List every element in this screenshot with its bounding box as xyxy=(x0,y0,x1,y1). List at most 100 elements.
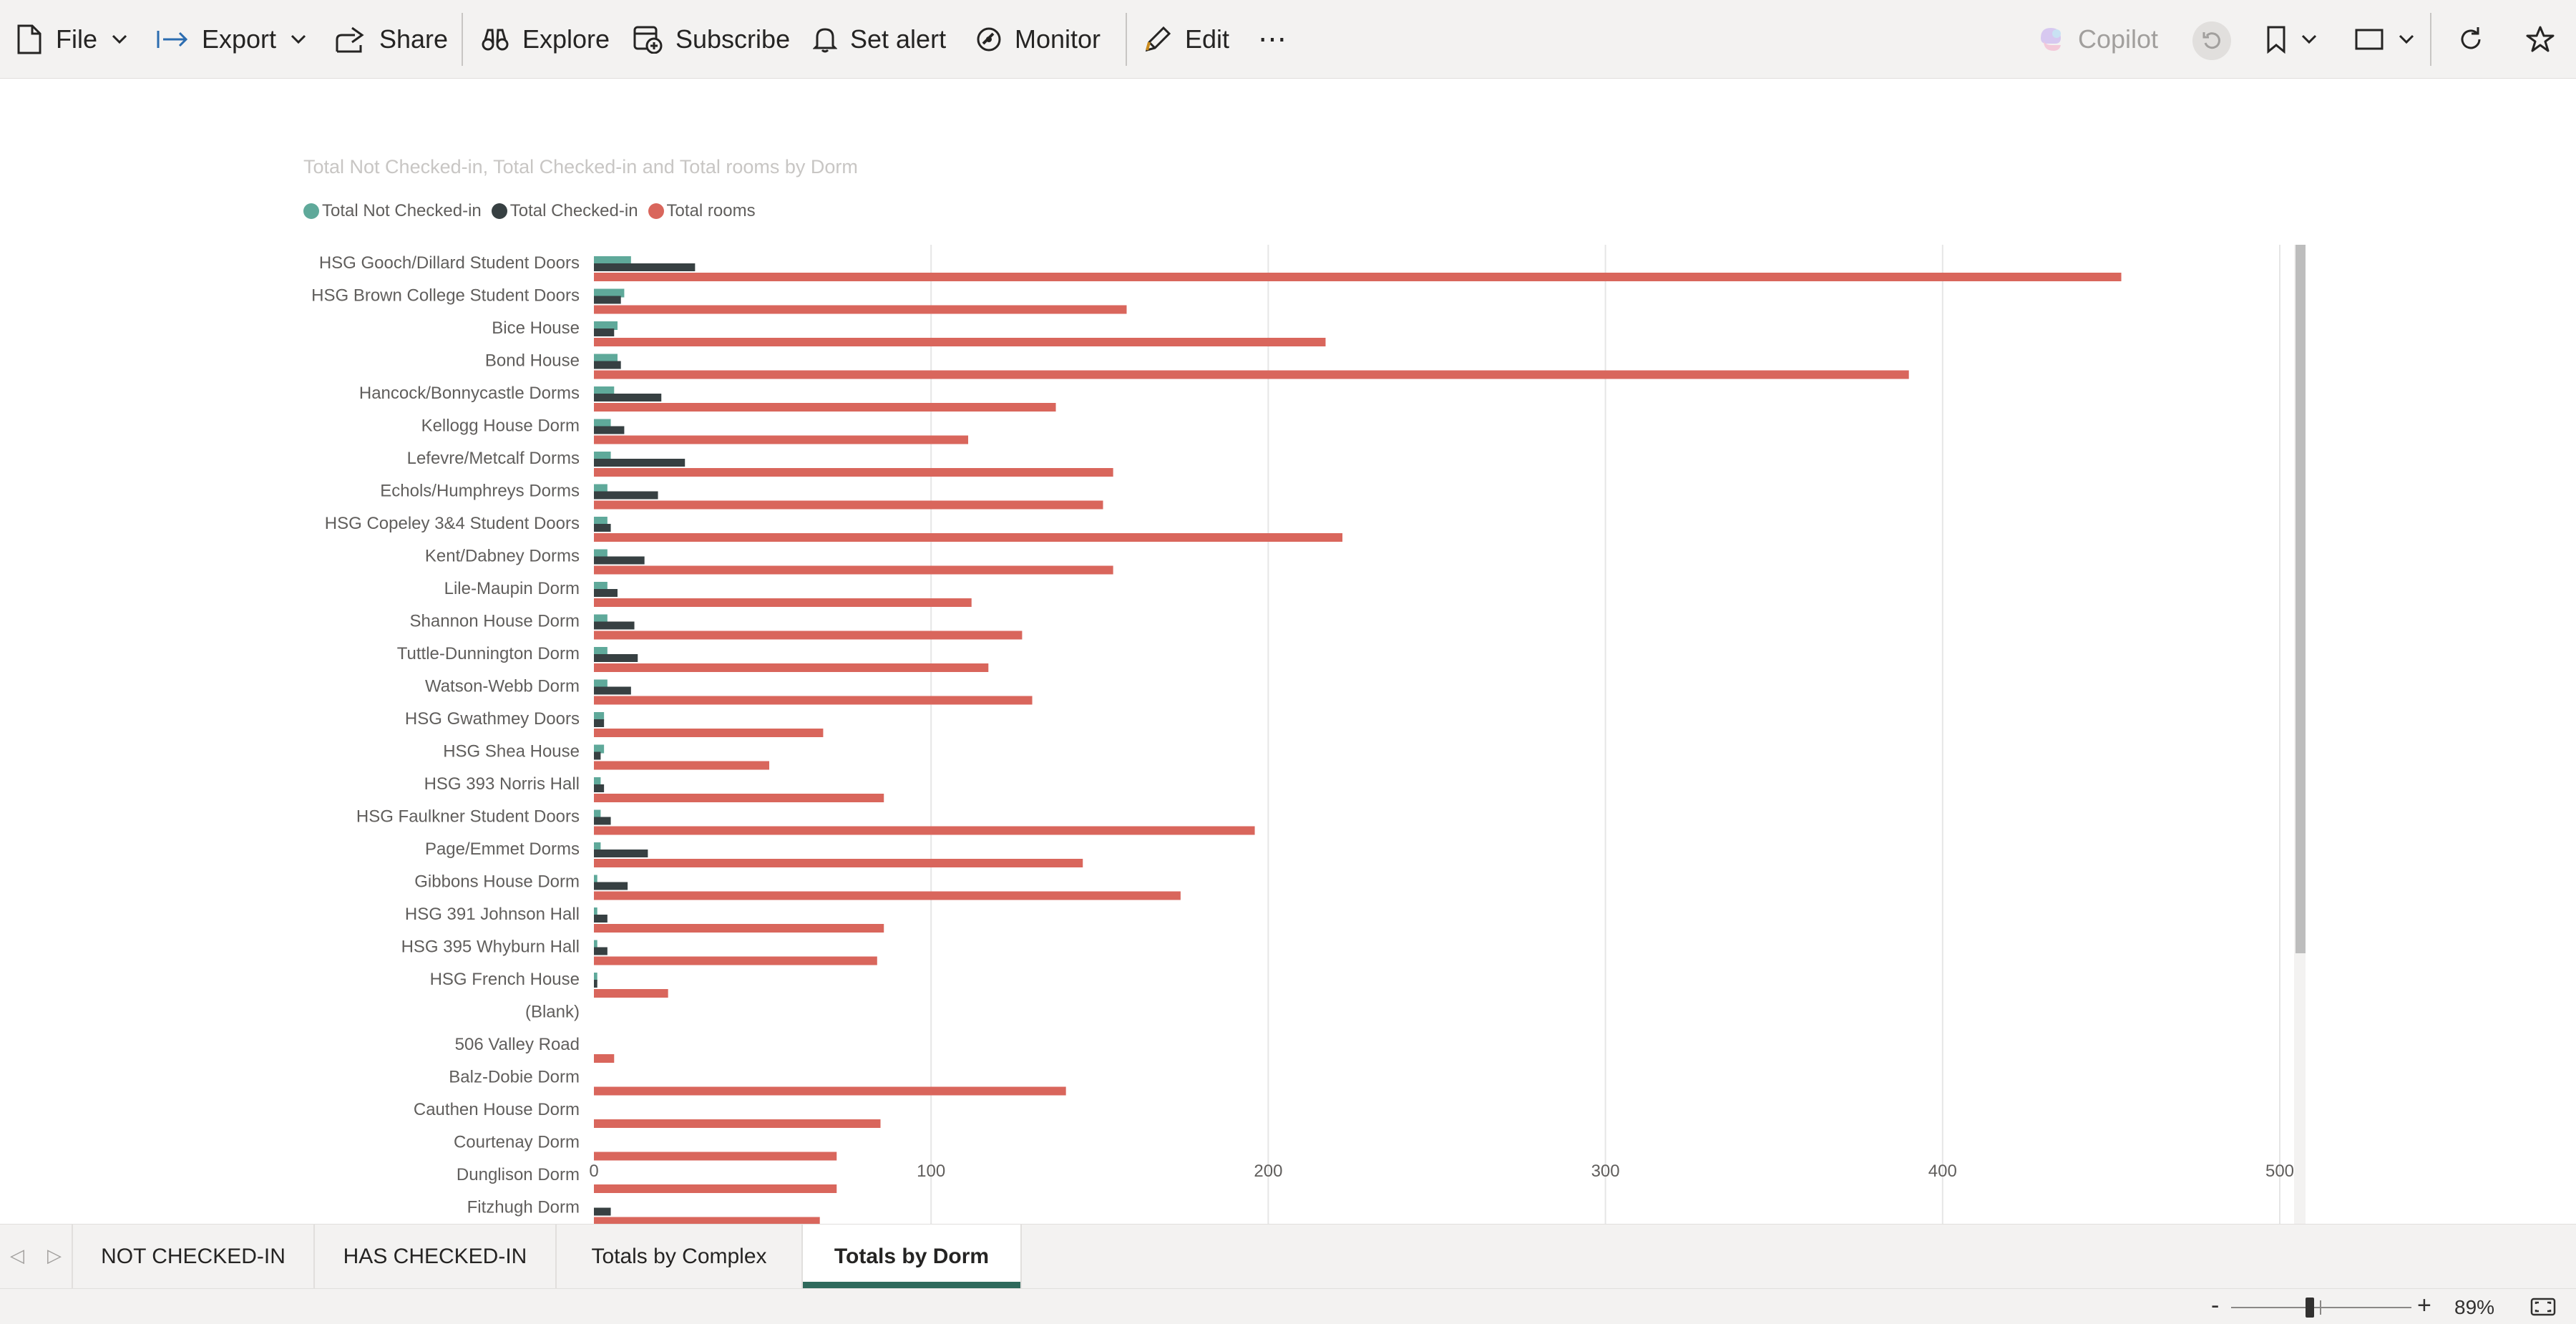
zoom-slider-thumb[interactable] xyxy=(2306,1298,2314,1318)
tab-has-checked-in[interactable]: HAS CHECKED-IN xyxy=(313,1225,555,1289)
bar-total-rooms[interactable] xyxy=(594,273,2122,281)
explore-button[interactable]: Explore xyxy=(481,0,610,79)
subscribe-button[interactable]: Subscribe xyxy=(633,0,790,79)
tab-not-checked-in[interactable]: NOT CHECKED-IN xyxy=(72,1225,313,1289)
bookmark-menu[interactable] xyxy=(2265,0,2317,79)
bar-checked-in[interactable] xyxy=(594,751,601,760)
export-menu[interactable]: Export xyxy=(156,0,306,79)
bar-total-rooms[interactable] xyxy=(594,370,1909,379)
bar-total-rooms[interactable] xyxy=(594,891,1181,900)
bar-checked-in[interactable] xyxy=(594,328,615,336)
bar-not-checked-in[interactable] xyxy=(594,288,625,298)
bar-checked-in[interactable] xyxy=(594,426,625,434)
bar-checked-in[interactable] xyxy=(594,524,611,532)
bar-total-rooms[interactable] xyxy=(594,500,1103,510)
bar-not-checked-in[interactable] xyxy=(594,842,601,851)
bar-not-checked-in[interactable] xyxy=(594,354,618,363)
bar-not-checked-in[interactable] xyxy=(594,582,608,590)
bar-checked-in[interactable] xyxy=(594,394,662,401)
bar-checked-in[interactable] xyxy=(594,947,608,955)
legend-item-checked-in[interactable]: Total Checked-in xyxy=(491,201,638,221)
fit-to-page-icon[interactable] xyxy=(2530,1298,2556,1316)
bar-total-rooms[interactable] xyxy=(594,468,1113,477)
bar-not-checked-in[interactable] xyxy=(594,419,611,428)
bar-checked-in[interactable] xyxy=(594,980,597,988)
bar-checked-in[interactable] xyxy=(594,817,611,825)
tab-totals-by-complex[interactable]: Totals by Complex xyxy=(555,1225,801,1289)
bar-total-rooms[interactable] xyxy=(594,826,1255,835)
monitor-button[interactable]: Monitor xyxy=(976,0,1101,79)
bar-checked-in[interactable] xyxy=(594,719,605,727)
tab-totals-by-dorm[interactable]: Totals by Dorm xyxy=(801,1225,1022,1289)
bar-checked-in[interactable] xyxy=(594,263,696,271)
bar-total-rooms[interactable] xyxy=(594,435,969,444)
bar-total-rooms[interactable] xyxy=(594,1054,615,1063)
bar-total-rooms[interactable] xyxy=(594,1086,1066,1096)
bar-not-checked-in[interactable] xyxy=(594,744,605,754)
bar-total-rooms[interactable] xyxy=(594,1152,837,1161)
bar-total-rooms[interactable] xyxy=(594,338,1326,346)
bar-checked-in[interactable] xyxy=(594,589,618,597)
legend-item-total-rooms[interactable]: Total rooms xyxy=(648,201,756,221)
copilot-button[interactable]: Copilot xyxy=(2036,0,2158,79)
bar-total-rooms[interactable] xyxy=(594,696,1033,705)
tab-scroll-right-icon[interactable]: ▷ xyxy=(47,1245,62,1266)
bar-checked-in[interactable] xyxy=(594,784,605,792)
bar-checked-in[interactable] xyxy=(594,882,628,890)
bar-not-checked-in[interactable] xyxy=(594,907,597,916)
tab-scroll-left-icon[interactable]: ◁ xyxy=(10,1245,24,1266)
share-button[interactable]: Share xyxy=(335,0,448,79)
bar-checked-in[interactable] xyxy=(594,491,658,500)
file-menu[interactable]: File xyxy=(16,0,127,79)
bar-checked-in[interactable] xyxy=(594,654,638,662)
bar-checked-in[interactable] xyxy=(594,361,621,369)
bar-not-checked-in[interactable] xyxy=(594,679,608,688)
bar-checked-in[interactable] xyxy=(594,915,608,923)
bar-not-checked-in[interactable] xyxy=(594,777,601,786)
bar-not-checked-in[interactable] xyxy=(594,809,601,819)
bar-not-checked-in[interactable] xyxy=(594,321,618,330)
bar-not-checked-in[interactable] xyxy=(594,875,597,884)
undo-button[interactable] xyxy=(2192,21,2231,60)
favorite-button[interactable] xyxy=(2526,0,2555,79)
legend-item-not-checked-in[interactable]: Total Not Checked-in xyxy=(303,201,482,221)
bar-not-checked-in[interactable] xyxy=(594,647,608,656)
bar-checked-in[interactable] xyxy=(594,621,635,630)
bar-not-checked-in[interactable] xyxy=(594,517,608,525)
edit-button[interactable]: Edit xyxy=(1143,0,1229,79)
bar-total-rooms[interactable] xyxy=(594,794,884,802)
bar-total-rooms[interactable] xyxy=(594,663,989,672)
view-menu[interactable] xyxy=(2354,0,2414,79)
bar-checked-in[interactable] xyxy=(594,459,686,467)
bar-not-checked-in[interactable] xyxy=(594,386,615,395)
zoom-slider-track[interactable] xyxy=(2231,1307,2411,1308)
chart-scrollbar-thumb[interactable] xyxy=(2296,245,2306,953)
bar-not-checked-in[interactable] xyxy=(594,549,608,558)
bar-total-rooms[interactable] xyxy=(594,859,1083,867)
bar-total-rooms[interactable] xyxy=(594,598,972,607)
bar-not-checked-in[interactable] xyxy=(594,614,608,623)
bar-checked-in[interactable] xyxy=(594,296,621,304)
bar-total-rooms[interactable] xyxy=(594,1119,881,1128)
bar-total-rooms[interactable] xyxy=(594,565,1113,575)
bar-not-checked-in[interactable] xyxy=(594,940,597,949)
bar-checked-in[interactable] xyxy=(594,850,648,857)
bar-not-checked-in[interactable] xyxy=(594,712,605,721)
bar-checked-in[interactable] xyxy=(594,556,645,565)
refresh-button[interactable] xyxy=(2457,0,2484,79)
bar-checked-in[interactable] xyxy=(594,1207,611,1216)
bar-total-rooms[interactable] xyxy=(594,1184,837,1193)
bar-total-rooms[interactable] xyxy=(594,1217,820,1225)
bar-total-rooms[interactable] xyxy=(594,956,877,965)
bar-total-rooms[interactable] xyxy=(594,631,1023,640)
bar-total-rooms[interactable] xyxy=(594,924,884,933)
set-alert-button[interactable]: Set alert xyxy=(813,0,946,79)
bar-total-rooms[interactable] xyxy=(594,761,770,770)
bar-total-rooms[interactable] xyxy=(594,533,1343,542)
bar-not-checked-in[interactable] xyxy=(594,484,608,493)
zoom-out-button[interactable]: - xyxy=(2211,1292,2220,1319)
bar-checked-in[interactable] xyxy=(594,686,631,695)
bar-total-rooms[interactable] xyxy=(594,989,668,998)
bar-not-checked-in[interactable] xyxy=(594,973,597,981)
bar-total-rooms[interactable] xyxy=(594,403,1056,412)
